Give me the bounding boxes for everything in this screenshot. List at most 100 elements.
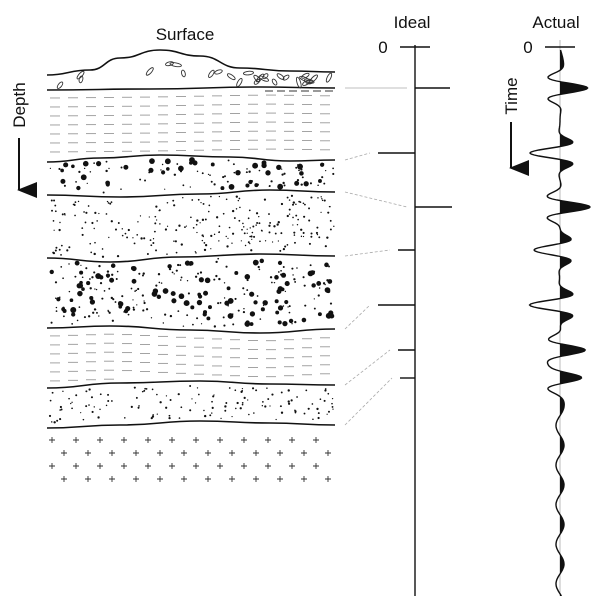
sand-dot <box>275 418 277 421</box>
sand-dot <box>333 225 335 228</box>
sand-dot <box>71 312 76 317</box>
connector <box>344 152 371 161</box>
sand-dot <box>161 170 166 175</box>
sand-dot <box>169 399 172 402</box>
sand-dot <box>200 323 203 325</box>
sand-dot <box>123 164 129 170</box>
sand-dot <box>108 311 111 314</box>
sand-dot <box>324 388 327 390</box>
sand-dot <box>237 309 240 312</box>
sand-dot <box>299 201 302 204</box>
sand-dot <box>239 407 242 410</box>
sand-dot <box>180 243 183 246</box>
cross <box>61 450 67 456</box>
sand-dot <box>300 228 303 231</box>
ideal-label: Ideal <box>394 13 431 32</box>
sand-dot <box>252 225 255 228</box>
cross <box>301 476 307 482</box>
sand-dot <box>93 271 96 274</box>
sand-dot <box>319 162 325 167</box>
pebble <box>226 73 236 81</box>
pebble <box>214 69 223 75</box>
sand-dot <box>175 251 178 254</box>
sand-dot <box>228 387 231 389</box>
sand-dot <box>71 164 75 169</box>
sand-dot <box>75 394 78 397</box>
sand-dot <box>327 392 330 395</box>
sand-dot <box>197 198 200 201</box>
pebble <box>253 78 261 85</box>
sand-dot <box>196 170 199 173</box>
sand-dot <box>185 225 187 227</box>
sand-dot <box>284 290 287 293</box>
sand-dot <box>82 160 89 167</box>
sand-dot <box>308 207 311 210</box>
sand-dot <box>317 197 319 199</box>
pebble <box>76 70 85 80</box>
sand-dot <box>83 167 86 170</box>
sand-dot <box>101 248 104 250</box>
pebble <box>181 69 186 78</box>
sand-dot <box>211 406 214 409</box>
sand-dot <box>241 388 244 390</box>
sand-dot <box>198 294 203 299</box>
sand-dot <box>296 179 300 182</box>
sand-dot <box>196 231 198 234</box>
sand-dot <box>201 218 205 222</box>
sand-dot <box>225 198 228 201</box>
sand-dot <box>295 166 298 169</box>
sand-dot <box>274 275 279 280</box>
sand-dot <box>204 277 211 284</box>
cross <box>97 437 103 443</box>
sand-dot <box>99 282 103 285</box>
sand-dot <box>241 402 244 404</box>
sand-dot <box>283 172 286 175</box>
sand-dot <box>49 399 52 402</box>
sand-dot <box>154 222 157 225</box>
sand-dot <box>295 214 298 217</box>
sand-dot <box>231 209 235 213</box>
sand-dot <box>91 410 94 414</box>
sand-dot <box>310 196 313 199</box>
sand-dot <box>233 171 236 174</box>
sand-dot <box>186 314 189 317</box>
sand-dot <box>203 242 206 244</box>
sand-dot <box>223 297 226 299</box>
sand-dot <box>252 162 259 169</box>
sand-dot <box>300 183 303 186</box>
sand-dot <box>130 405 133 408</box>
sand-dot <box>318 179 322 183</box>
sand-dot <box>246 289 249 291</box>
sand-dot <box>61 307 66 312</box>
sand-dot <box>89 242 92 245</box>
sand-dot <box>80 412 82 414</box>
sand-dot <box>189 186 191 188</box>
sand-dot <box>94 241 96 244</box>
sand-dot <box>210 248 212 250</box>
sand-dot <box>124 232 127 235</box>
sand-dot <box>174 240 177 243</box>
sand-dot <box>143 301 146 305</box>
sand-dot <box>304 203 306 206</box>
sand-dot <box>59 296 61 298</box>
sand-dot <box>157 273 161 276</box>
cross <box>49 437 55 443</box>
cross <box>85 476 91 482</box>
sand-dot <box>291 267 294 270</box>
sand-dot <box>240 240 242 242</box>
sand-dot <box>89 278 91 280</box>
sand-dot <box>268 185 271 188</box>
cross <box>217 437 223 443</box>
depth-label: Depth <box>10 82 29 127</box>
sand-dot <box>246 232 248 234</box>
sand-dot <box>253 300 258 305</box>
sand-dot <box>134 290 136 292</box>
sand-dot <box>68 397 70 400</box>
sand-dot <box>183 300 190 307</box>
ideal-trace <box>344 45 452 596</box>
sand-dot <box>62 277 64 280</box>
sand-dot <box>329 228 332 231</box>
sand-dot <box>93 252 96 256</box>
sand-dot <box>276 164 282 171</box>
sand-dot <box>88 388 91 391</box>
